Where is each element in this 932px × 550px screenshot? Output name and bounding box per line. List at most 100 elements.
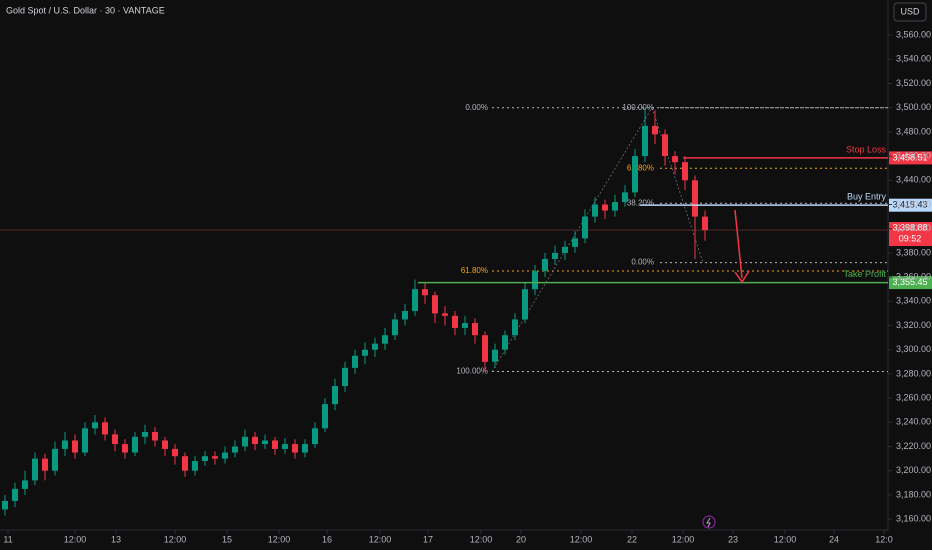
candle-body — [102, 422, 108, 435]
event-bolt — [706, 517, 711, 528]
levels: Stop Loss 3,458.51 Buy Entry 3,419.43 Take P… — [418, 144, 932, 290]
chart-title: Gold Spot / U.S. Dollar · 30 · VANTAGE — [6, 5, 165, 15]
x-tick-label: 12:00 — [268, 534, 291, 544]
candle-body — [382, 335, 388, 344]
candle-body — [452, 315, 458, 328]
candle-body — [462, 323, 468, 328]
candle-body — [52, 448, 58, 471]
x-tick-label: 20 — [516, 534, 526, 544]
candle-body — [662, 134, 668, 157]
candle-body — [672, 156, 678, 163]
candle-body — [322, 404, 328, 429]
x-tick-label: 12:00 — [164, 534, 187, 544]
candle-body — [692, 180, 698, 217]
fib-label: 61.80% — [627, 163, 654, 172]
currency-label[interactable]: USD — [900, 6, 920, 16]
candle-body — [632, 156, 638, 193]
candle-body — [12, 488, 18, 501]
candle-body — [702, 216, 708, 231]
candle-body — [142, 431, 148, 437]
candle-body — [502, 335, 508, 350]
candle-body — [122, 444, 128, 453]
y-tick-label: 3,220.00 — [896, 441, 931, 451]
y-tick-label: 3,280.00 — [896, 368, 931, 378]
candle-body — [272, 440, 278, 449]
y-tick-label: 3,500.00 — [896, 102, 931, 112]
candle-body — [152, 431, 158, 441]
candle-body — [552, 252, 558, 259]
fib-trend — [651, 107, 704, 263]
candle-body — [682, 162, 688, 181]
arrow-head — [734, 270, 750, 284]
candle-body — [342, 367, 348, 387]
candle-body — [472, 323, 478, 336]
level-price: 3,419.43 — [892, 200, 927, 210]
y-tick-label: 3,320.00 — [896, 320, 931, 330]
event-icon[interactable] — [702, 515, 716, 529]
y-tick-label: 3,440.00 — [896, 175, 931, 185]
x-tick-label: 15 — [222, 534, 232, 544]
y-tick-label: 3,420.00 — [896, 199, 931, 209]
x-tick-label: 12:00 — [570, 534, 593, 544]
candle-body — [332, 386, 338, 405]
level-name: Stop Loss — [846, 144, 887, 154]
candle-body — [32, 458, 38, 481]
candle-body — [92, 422, 98, 429]
candle-body — [212, 456, 218, 459]
candle-body — [542, 258, 548, 272]
candle-body — [2, 500, 8, 510]
y-tick-label: 3,260.00 — [896, 392, 931, 402]
candle-body — [592, 204, 598, 217]
candle-body — [72, 440, 78, 453]
candle-body — [232, 446, 238, 453]
fib-trend — [491, 107, 653, 372]
candle-body — [622, 192, 628, 203]
y-tick-label: 3,560.00 — [896, 29, 931, 39]
fib-label: 0.00% — [631, 258, 654, 267]
y-tick-label: 3,460.00 — [896, 150, 931, 160]
y-tick-label: 3,200.00 — [896, 465, 931, 475]
candle-body — [222, 452, 228, 459]
candle-body — [292, 444, 298, 453]
fib-label: 38.20% — [627, 198, 654, 207]
last-price-badge — [889, 222, 932, 247]
x-tick-label: 23 — [728, 534, 738, 544]
y-tick-label: 3,520.00 — [896, 78, 931, 88]
y-tick-label: 3,340.00 — [896, 296, 931, 306]
candle-body — [402, 310, 408, 320]
candle-body — [62, 440, 68, 449]
last-price-label: 3,398.88 — [892, 222, 927, 232]
x-tick-label: 22 — [627, 534, 637, 544]
candle-body — [522, 289, 528, 320]
candle-body — [42, 458, 48, 471]
candle-body — [112, 434, 118, 445]
candle-body — [82, 428, 88, 453]
candle-body — [352, 355, 358, 368]
x-tick-label: 11 — [3, 534, 12, 544]
candle-body — [282, 444, 288, 449]
candle-body — [202, 456, 208, 462]
candle-body — [422, 289, 428, 296]
candle-body — [252, 436, 258, 445]
currency-button[interactable] — [893, 2, 927, 22]
y-tick-label: 3,540.00 — [896, 54, 931, 64]
x-tick-label: 12:00 — [672, 534, 695, 544]
candle-body — [602, 204, 608, 211]
axes: 3,560.00 3,540.00 3,520.00 3,500.00 3,480.00… — [3, 29, 931, 544]
level-name: Buy Entry — [847, 192, 887, 202]
level-badge — [889, 198, 932, 212]
y-tick-label: 3,300.00 — [896, 344, 931, 354]
x-tick-label: 24 — [829, 534, 839, 544]
fib-label: 100.00% — [622, 103, 654, 112]
y-tick-label: 3,180.00 — [896, 489, 931, 499]
fib-layer: 0.00% 61.80% 100.00% 100.00% 61.80% 38.20% 0.0… — [0, 103, 888, 376]
candle-body — [532, 271, 538, 290]
candle-body — [612, 202, 618, 211]
candle-body — [492, 349, 498, 362]
candle-body — [372, 343, 378, 350]
candle-body — [412, 289, 418, 311]
y-tick-label: 3,360.00 — [896, 271, 931, 281]
